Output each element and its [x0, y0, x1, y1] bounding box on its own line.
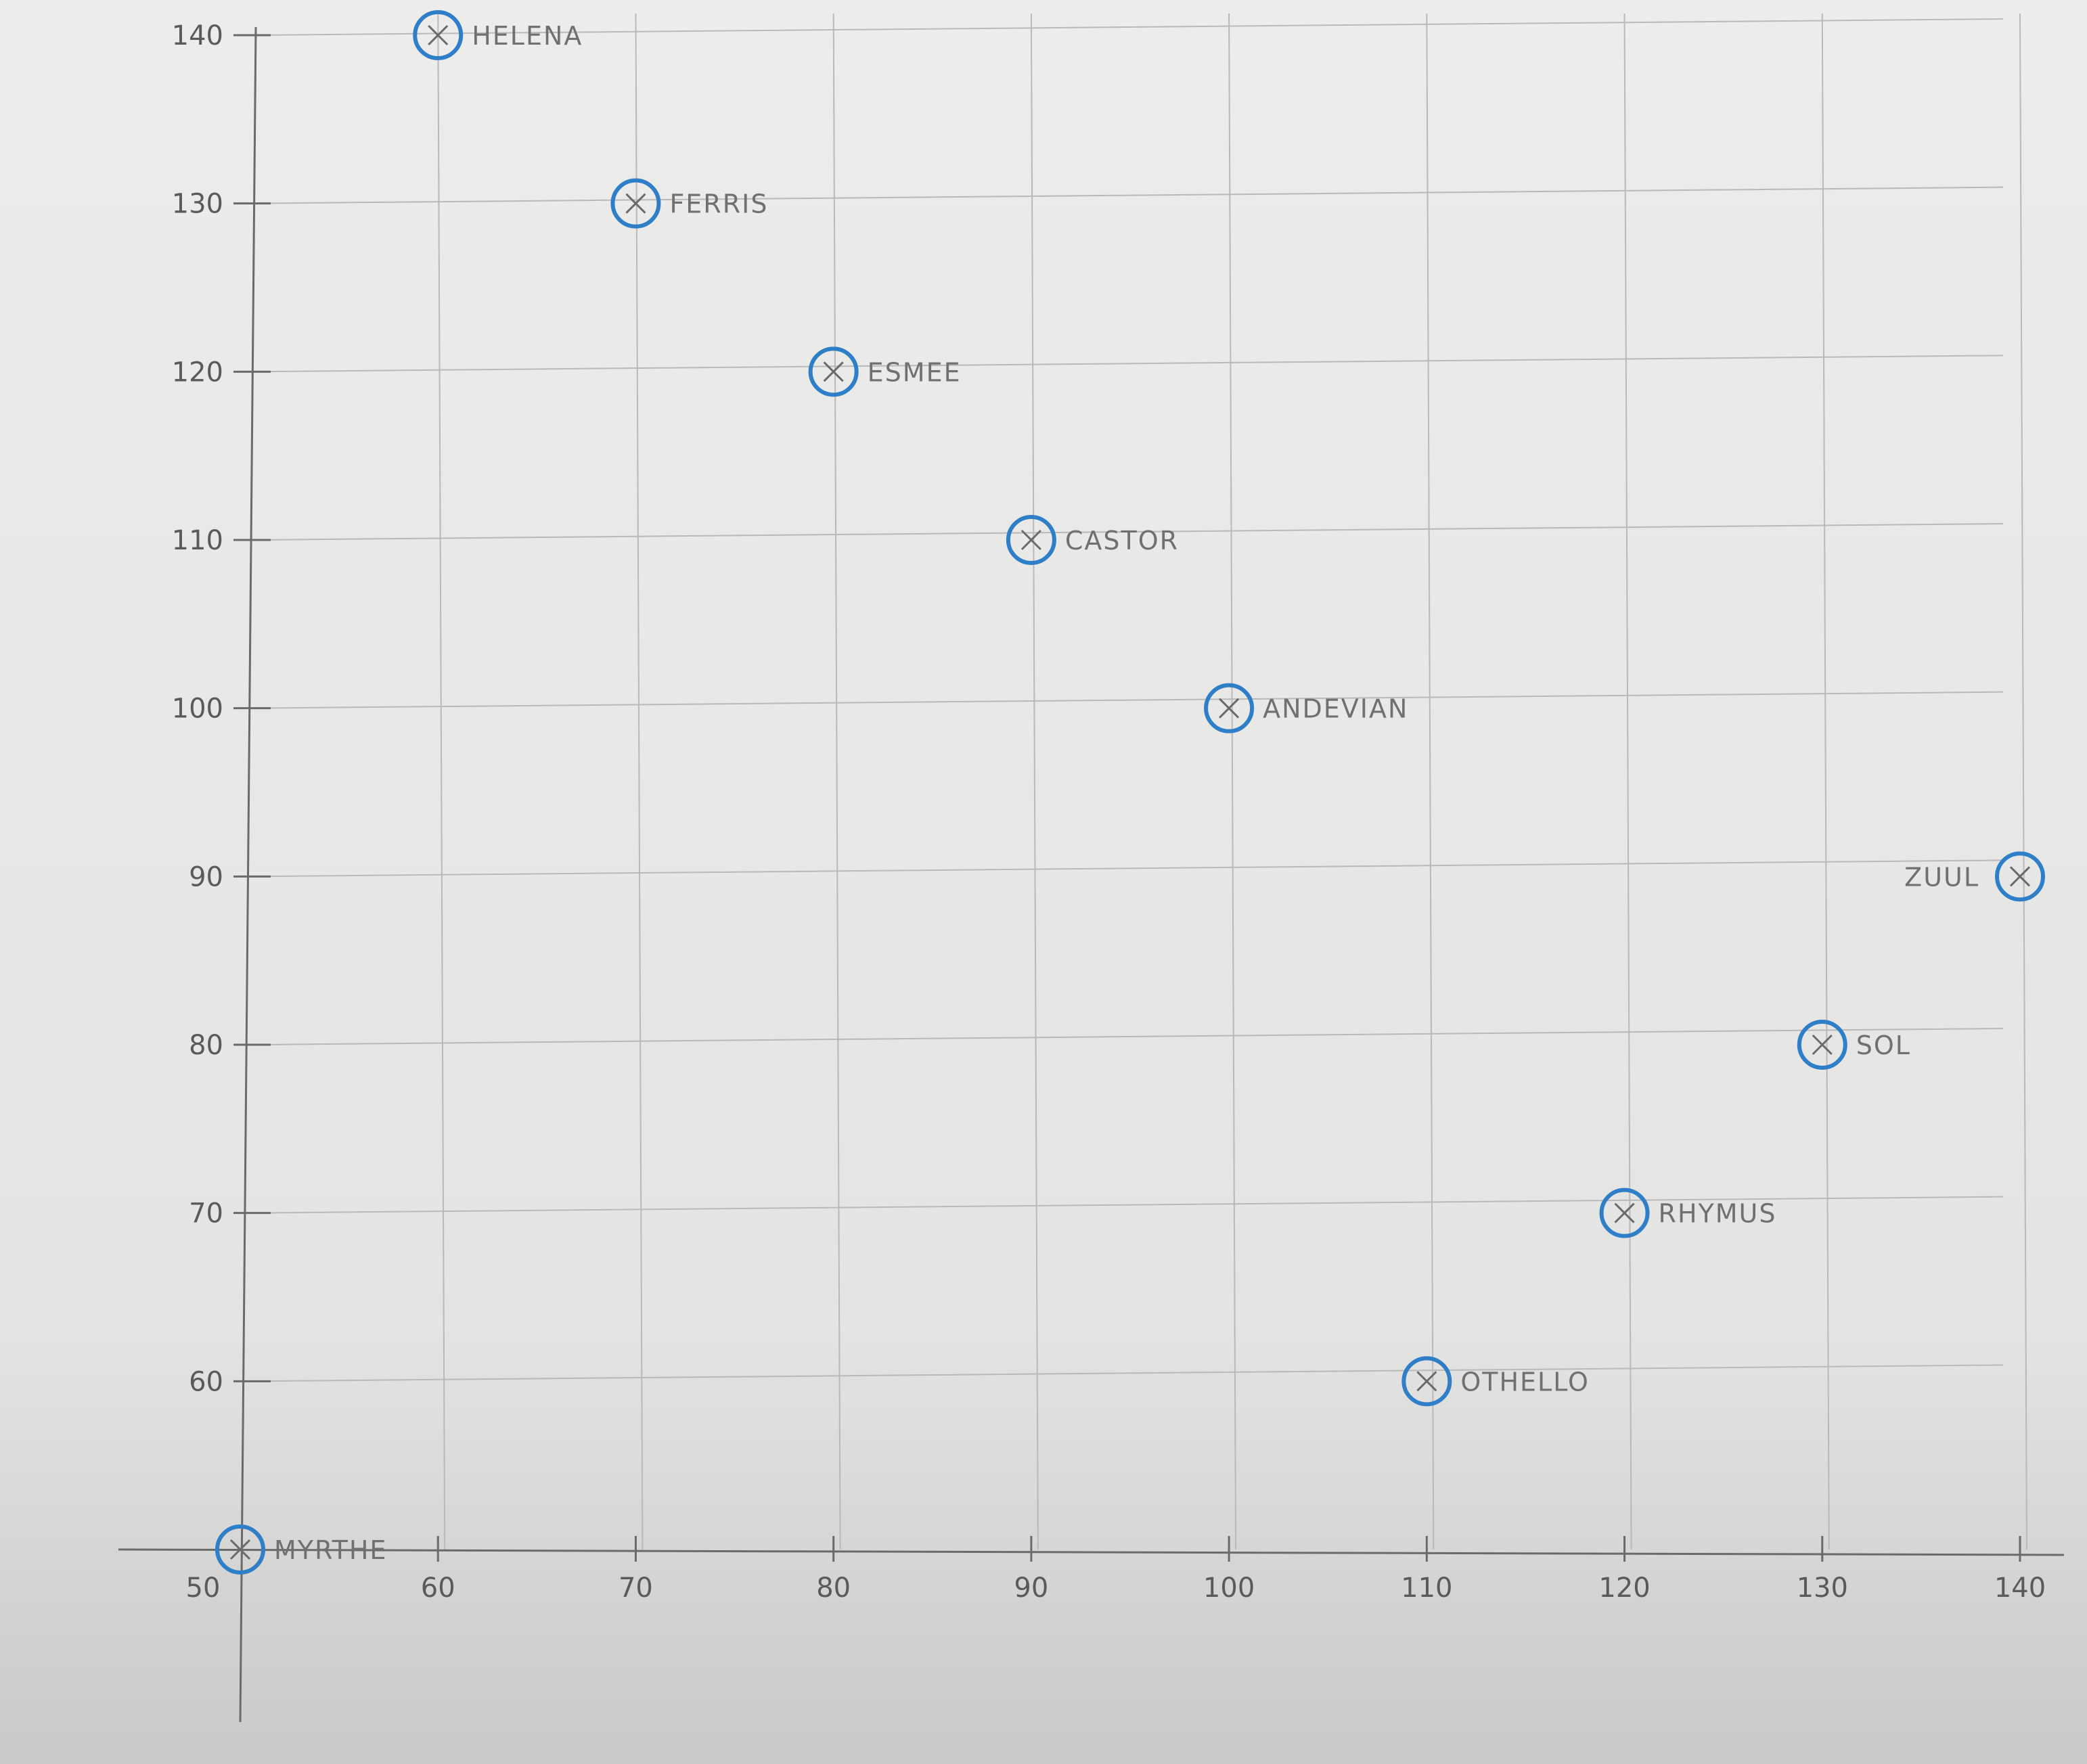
- x-tick-label-110: 110: [1401, 1573, 1452, 1604]
- grid-line-y-80: [253, 1028, 2004, 1045]
- y-tick-label-70: 70: [189, 1198, 223, 1229]
- grid-line-x-70: [635, 13, 644, 1550]
- point-label-othello: OTHELLO: [1460, 1367, 1590, 1397]
- x-tick-label-50: 50: [186, 1573, 221, 1604]
- x-tick-label-140: 140: [1994, 1573, 2046, 1604]
- point-rhymus: RHYMUS: [1599, 1188, 1777, 1238]
- point-ferris: FERRIS: [610, 178, 768, 229]
- y-tick-label-90: 90: [189, 861, 223, 892]
- grid-line-y-90: [253, 859, 2004, 878]
- point-marker-rhymus: [1599, 1188, 1650, 1238]
- point-cross-othello: [1416, 1371, 1437, 1392]
- point-myrthe: MYRTHE: [215, 1524, 387, 1575]
- point-label-zuul: ZUUL: [1904, 862, 1979, 892]
- point-andevian: ANDEVIAN: [1204, 683, 1408, 733]
- point-castor: CASTOR: [1006, 515, 1179, 565]
- y-axis-line: [239, 26, 257, 1723]
- grid-line-x-110: [1426, 13, 1435, 1550]
- grid-line-y-110: [253, 523, 2004, 541]
- point-label-ferris: FERRIS: [669, 189, 768, 219]
- point-cross-myrthe: [229, 1539, 251, 1560]
- x-tick-label-90: 90: [1014, 1573, 1048, 1604]
- point-label-castor: CASTOR: [1065, 526, 1179, 556]
- point-marker-othello: [1401, 1356, 1452, 1407]
- point-marker-castor: [1006, 515, 1056, 565]
- point-cross-rhymus: [1614, 1202, 1635, 1223]
- x-axis-line: [118, 1548, 2065, 1556]
- point-marker-zuul: [1995, 851, 2045, 902]
- y-tick-label-80: 80: [189, 1030, 223, 1061]
- point-marker-myrthe: [215, 1524, 265, 1575]
- point-label-rhymus: RHYMUS: [1659, 1199, 1777, 1229]
- grid-line-y-100: [253, 691, 2004, 709]
- grid-line-x-100: [1228, 13, 1237, 1550]
- grid-line-y-140: [253, 18, 2004, 36]
- point-label-sol: SOL: [1856, 1031, 1911, 1060]
- point-marker-esmee: [808, 346, 859, 397]
- y-tick-label-100: 100: [172, 694, 223, 725]
- data-points: MYRTHE HELENA FERRIS ESMEE CASTOR ANDEVIAN ZUU…: [215, 10, 2045, 1575]
- grid-line-y-120: [253, 355, 2004, 373]
- point-cross-sol: [1812, 1034, 1833, 1056]
- point-label-esmee: ESMEE: [868, 357, 962, 387]
- point-helena: HELENA: [413, 10, 583, 60]
- point-label-helena: HELENA: [472, 21, 583, 51]
- grid-lines: [253, 13, 2027, 1550]
- point-cross-ferris: [625, 193, 646, 214]
- grid-line-x-120: [1623, 13, 1632, 1550]
- tick-labels: 50 60 70 80 90 100 110 120 130 140 60 70 80 90 100 110 1…: [172, 20, 2046, 1604]
- point-label-andevian: ANDEVIAN: [1263, 694, 1408, 724]
- grid-line-x-140: [2019, 13, 2027, 1550]
- grid-line-y-60: [253, 1364, 2004, 1382]
- point-label-myrthe: MYRTHE: [274, 1535, 387, 1565]
- point-cross-castor: [1020, 529, 1041, 551]
- grid-line-x-130: [1821, 13, 1830, 1550]
- point-marker-helena: [413, 10, 464, 60]
- y-tick-label-140: 140: [172, 20, 223, 51]
- x-tick-label-100: 100: [1203, 1573, 1255, 1604]
- x-tick-label-70: 70: [619, 1573, 653, 1604]
- x-tick-label-120: 120: [1598, 1573, 1650, 1604]
- point-zuul: ZUUL: [1904, 851, 2045, 902]
- grid-line-x-80: [832, 13, 841, 1550]
- point-marker-sol: [1797, 1020, 1847, 1070]
- point-cross-helena: [428, 24, 449, 46]
- axes: [118, 26, 2065, 1723]
- point-marker-ferris: [610, 178, 661, 229]
- point-sol: SOL: [1797, 1020, 1911, 1070]
- point-cross-esmee: [823, 361, 844, 382]
- point-cross-zuul: [2009, 866, 2031, 887]
- y-tick-label-130: 130: [172, 189, 223, 220]
- y-tick-label-60: 60: [189, 1366, 223, 1397]
- y-tick-label-120: 120: [172, 357, 223, 388]
- point-othello: OTHELLO: [1401, 1356, 1590, 1407]
- x-tick-label-80: 80: [816, 1573, 851, 1604]
- y-tick-label-110: 110: [172, 525, 223, 556]
- point-cross-andevian: [1219, 698, 1240, 719]
- point-marker-andevian: [1204, 683, 1255, 733]
- grid-line-x-90: [1030, 13, 1039, 1550]
- grid-line-y-130: [253, 186, 2004, 204]
- x-tick-label-130: 130: [1797, 1573, 1848, 1604]
- x-tick-label-60: 60: [421, 1573, 455, 1604]
- grid-line-y-70: [253, 1196, 2004, 1214]
- point-esmee: ESMEE: [808, 346, 962, 397]
- grid-line-x-60: [437, 13, 446, 1550]
